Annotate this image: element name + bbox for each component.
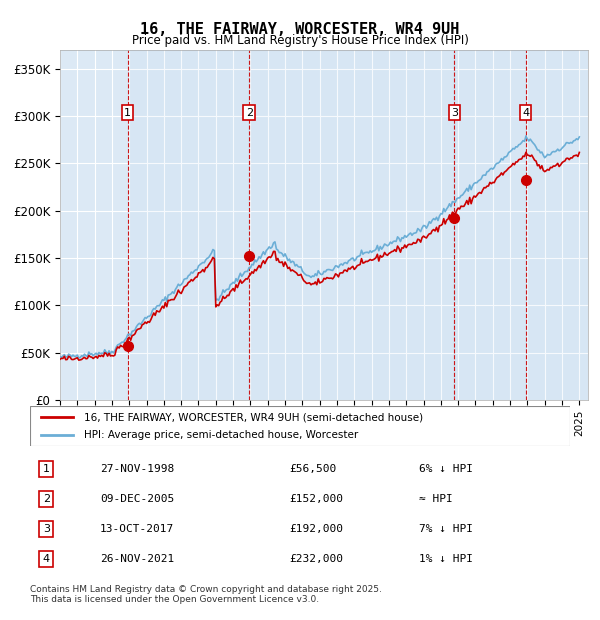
Text: 26-NOV-2021: 26-NOV-2021: [100, 554, 175, 564]
Text: Contains HM Land Registry data © Crown copyright and database right 2025.
This d: Contains HM Land Registry data © Crown c…: [30, 585, 382, 604]
Text: 16, THE FAIRWAY, WORCESTER, WR4 9UH: 16, THE FAIRWAY, WORCESTER, WR4 9UH: [140, 22, 460, 37]
Text: £192,000: £192,000: [289, 524, 343, 534]
Text: 3: 3: [451, 108, 458, 118]
Text: 2: 2: [245, 108, 253, 118]
Text: 4: 4: [43, 554, 50, 564]
Text: 4: 4: [522, 108, 529, 118]
Text: 1: 1: [43, 464, 50, 474]
Text: £56,500: £56,500: [289, 464, 337, 474]
Text: 16, THE FAIRWAY, WORCESTER, WR4 9UH (semi-detached house): 16, THE FAIRWAY, WORCESTER, WR4 9UH (sem…: [84, 412, 423, 422]
Bar: [526, 50, 588, 400]
Text: 09-DEC-2005: 09-DEC-2005: [100, 494, 175, 504]
Text: 7% ↓ HPI: 7% ↓ HPI: [419, 524, 473, 534]
Text: HPI: Average price, semi-detached house, Worcester: HPI: Average price, semi-detached house,…: [84, 430, 358, 440]
Text: 6% ↓ HPI: 6% ↓ HPI: [419, 464, 473, 474]
Text: 1% ↓ HPI: 1% ↓ HPI: [419, 554, 473, 564]
Text: Price paid vs. HM Land Registry's House Price Index (HPI): Price paid vs. HM Land Registry's House …: [131, 34, 469, 47]
Text: ≈ HPI: ≈ HPI: [419, 494, 452, 504]
Text: 1: 1: [124, 108, 131, 118]
Text: £152,000: £152,000: [289, 494, 343, 504]
Text: 2: 2: [43, 494, 50, 504]
Text: £232,000: £232,000: [289, 554, 343, 564]
Bar: [249, 50, 454, 400]
Text: 27-NOV-1998: 27-NOV-1998: [100, 464, 175, 474]
Text: 3: 3: [43, 524, 50, 534]
Bar: [454, 50, 526, 400]
Bar: [128, 50, 249, 400]
Text: 13-OCT-2017: 13-OCT-2017: [100, 524, 175, 534]
